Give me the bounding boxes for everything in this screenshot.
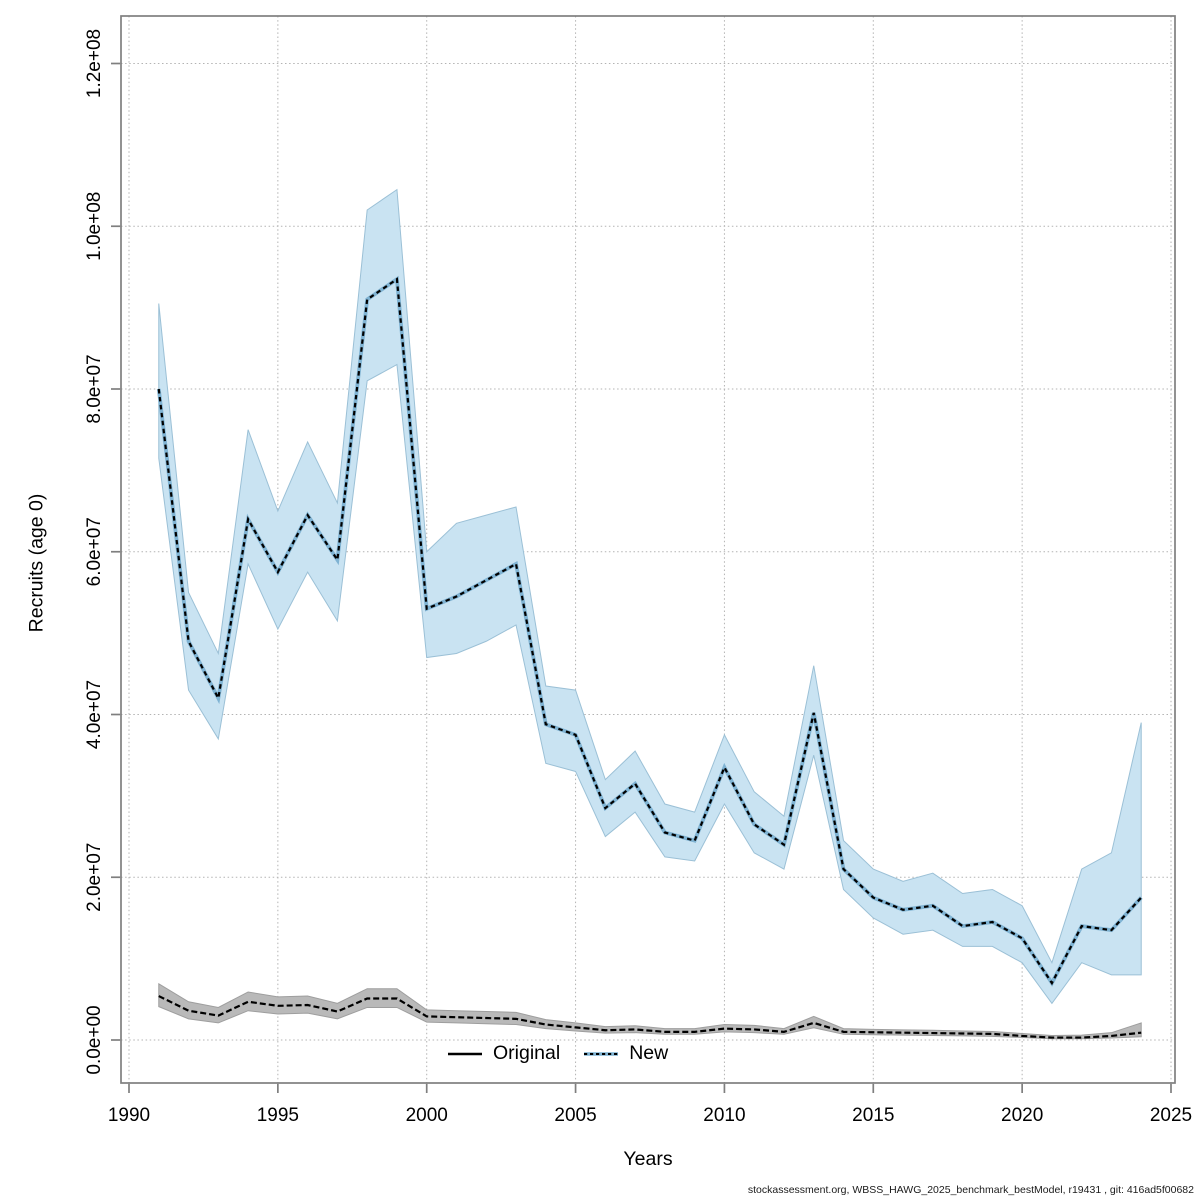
x-tick-label: 2005 — [554, 1105, 596, 1126]
x-tick-label: 2025 — [1150, 1105, 1192, 1126]
x-tick-label: 1990 — [108, 1105, 150, 1126]
y-tick-label: 6.0e+07 — [84, 517, 105, 586]
legend-line-original-icon — [448, 1052, 482, 1055]
band-new — [158, 188, 1142, 1005]
legend-line-new-icon — [584, 1051, 619, 1056]
y-tick-label: 8.0e+07 — [84, 354, 105, 423]
y-tick-label: 0.0e+00 — [84, 1005, 105, 1074]
line-original — [158, 995, 1142, 1039]
legend-label-new: New — [629, 1042, 669, 1064]
y-tick-label: 1.0e+08 — [84, 192, 105, 261]
confidence-bands — [158, 188, 1142, 1040]
x-tick-label: 2020 — [1001, 1105, 1043, 1126]
series-lines — [156, 275, 1143, 1039]
line-new — [157, 277, 1143, 986]
band-original — [158, 982, 1142, 1040]
y-tick-label: 1.2e+08 — [84, 29, 105, 98]
x-tick-label: 2010 — [703, 1105, 745, 1126]
y-tick-label: 4.0e+07 — [84, 680, 105, 749]
legend-item-original: Original — [446, 1042, 560, 1065]
x-axis-title: Years — [623, 1148, 673, 1170]
axis-ticks — [111, 62, 1172, 1093]
plot-frame — [120, 15, 1176, 1084]
x-tick-label: 2000 — [406, 1105, 448, 1126]
legend-item-new: New — [582, 1042, 668, 1065]
legend-label-original: Original — [493, 1042, 561, 1064]
x-tick-label: 2015 — [852, 1105, 894, 1126]
x-tick-label: 1995 — [257, 1105, 299, 1126]
y-axis-title: Recruits (age 0) — [25, 493, 48, 633]
footer-source-text: stockassessment.org, WBSS_HAWG_2025_benc… — [747, 1184, 1194, 1196]
y-tick-label: 2.0e+07 — [84, 843, 105, 912]
legend: Original New — [446, 1042, 668, 1065]
axis-tick-labels: 1990 1995 2000 2005 2010 2015 2020 2025 0.0e+00 2… — [84, 29, 1192, 1126]
